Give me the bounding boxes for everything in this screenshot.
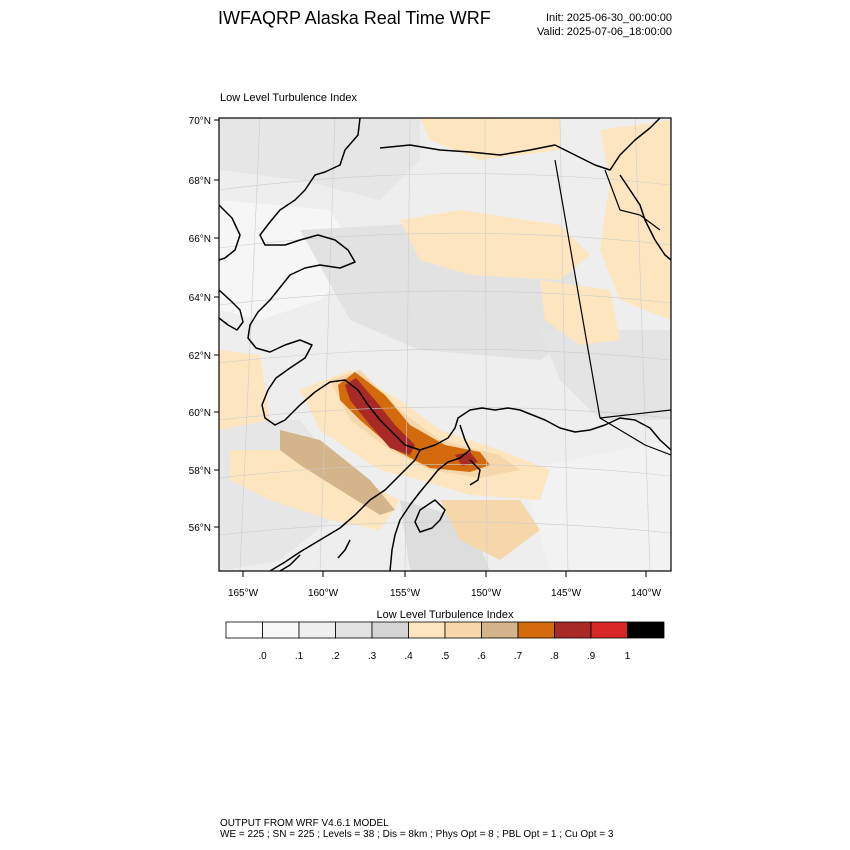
colorbar-box [408, 621, 446, 639]
colorbar-label: .8 [550, 651, 559, 662]
map-fill [219, 118, 671, 571]
init-time: Init: 2025-06-30_00:00:00 [546, 12, 672, 24]
lat-label: 56°N [189, 523, 211, 534]
region-lightgray-se [520, 440, 671, 571]
colorbar-label: .7 [514, 651, 523, 662]
colorbar-labels: .0 .1 .2 .3 .4 .5 .6 .7 .8 .9 1 [258, 651, 630, 662]
colorbar-box [444, 621, 482, 639]
colorbar-box [225, 621, 263, 639]
coastlines [219, 118, 671, 571]
lat-label: 66°N [189, 234, 211, 245]
colorbar-label: .3 [368, 651, 377, 662]
region-orange-band [338, 372, 490, 472]
lon-label: 145°W [551, 588, 582, 599]
lat-label: 60°N [189, 408, 211, 419]
lat-label: 70°N [189, 116, 211, 127]
lat-label: 68°N [189, 176, 211, 187]
colorbar-label: .1 [295, 651, 304, 662]
lon-label: 150°W [471, 588, 502, 599]
lat-label: 64°N [189, 293, 211, 304]
lon-labels: 165°W 160°W 155°W 150°W 145°W 140°W [228, 588, 662, 599]
region-tan-west [219, 350, 270, 430]
main-title: IWFAQRP Alaska Real Time WRF [218, 8, 491, 28]
region-gray-south [400, 500, 490, 571]
colorbar-box [298, 621, 336, 639]
colorbar-box [517, 621, 555, 639]
plot-title: Low Level Turbulence Index [220, 92, 357, 104]
lat-labels: 70°N 68°N 66°N 64°N 62°N 60°N 58°N 56°N [189, 116, 211, 534]
colorbar-box [481, 621, 519, 639]
colorbar-box [335, 621, 373, 639]
colorbar-label: .9 [587, 651, 596, 662]
lat-ticks [214, 119, 219, 528]
colorbar [225, 621, 665, 639]
region-tan-kodiak [440, 500, 540, 560]
colorbar-box [554, 621, 592, 639]
colorbar-box [262, 621, 300, 639]
colorbar-title: Low Level Turbulence Index [376, 609, 514, 621]
colorbar-box [371, 621, 409, 639]
region-tan-east [600, 120, 671, 320]
colorbar-box [590, 621, 628, 639]
colorbar-box [627, 621, 665, 639]
colorbar-label: .6 [477, 651, 486, 662]
lon-ticks [242, 571, 647, 577]
region-gray-north [219, 118, 420, 200]
colorbar-label: .2 [331, 651, 340, 662]
lon-label: 140°W [631, 588, 662, 599]
region-tan-peninsula [230, 450, 400, 530]
borders [554, 159, 671, 456]
lon-label: 165°W [228, 588, 259, 599]
footer-options: WE = 225 ; SN = 225 ; Levels = 38 ; Dis … [220, 829, 614, 840]
lon-label: 155°W [390, 588, 421, 599]
colorbar-label: .5 [441, 651, 450, 662]
valid-time: Valid: 2025-07-06_18:00:00 [537, 26, 672, 38]
region-tan-interior [400, 210, 590, 280]
lat-label: 58°N [189, 466, 211, 477]
lat-label: 62°N [189, 351, 211, 362]
colorbar-label: .0 [258, 651, 267, 662]
colorbar-label: 1 [625, 651, 631, 662]
region-brown-peninsula [280, 430, 395, 515]
region-tan-north [420, 118, 560, 160]
colorbar-label: .4 [404, 651, 413, 662]
graticule [219, 118, 671, 571]
map-frame [218, 117, 672, 572]
lon-label: 160°W [308, 588, 339, 599]
footer-model: OUTPUT FROM WRF V4.6.1 MODEL [220, 818, 389, 829]
